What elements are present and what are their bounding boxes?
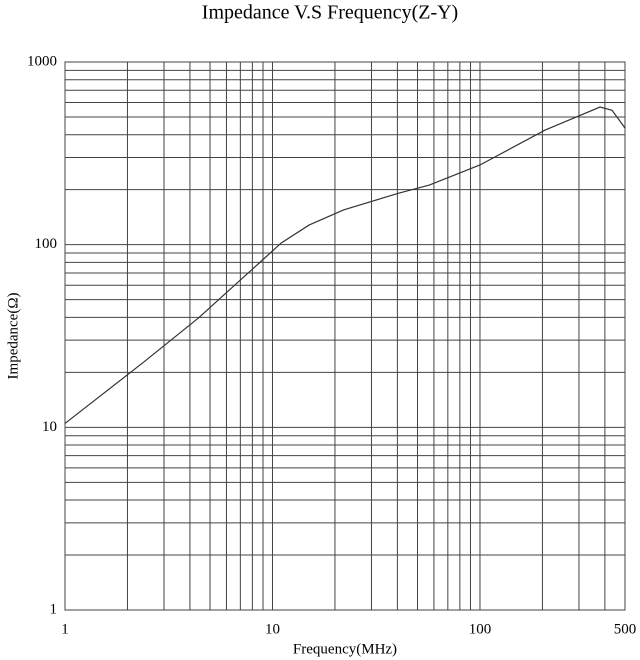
plot-frame	[64, 61, 626, 611]
y-tick-label: 1000	[27, 53, 57, 69]
x-tick-label: 10	[265, 621, 280, 637]
impedance-curve	[64, 106, 626, 424]
y-axis-label: Impedance(Ω)	[5, 293, 21, 380]
x-tick-label: 100	[469, 621, 492, 637]
x-tick-label: 1	[61, 621, 69, 637]
y-tick-label: 10	[42, 419, 57, 435]
y-tick-label: 100	[35, 236, 58, 252]
x-axis-label: Frequency(MHz)	[293, 641, 397, 657]
x-tick-label: 500	[614, 621, 637, 637]
y-tick-label: 1	[50, 601, 58, 617]
chart-title: Impedance V.S Frequency(Z-Y)	[202, 2, 458, 24]
